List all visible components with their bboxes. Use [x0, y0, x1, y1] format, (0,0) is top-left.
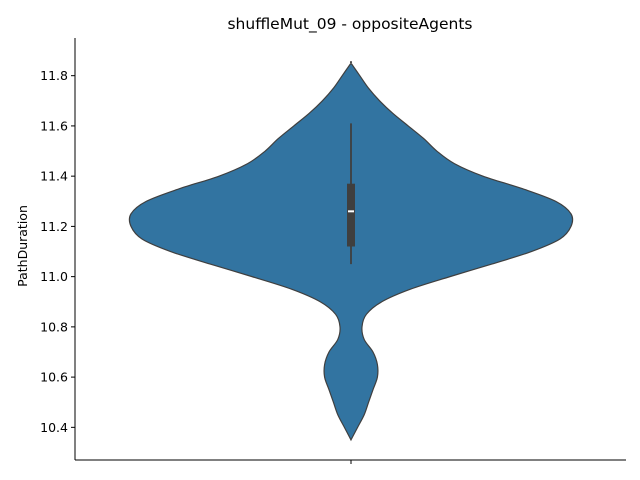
y-tick-label: 11.2 [40, 219, 68, 234]
chart-title: shuffleMut_09 - oppositeAgents [227, 15, 472, 34]
y-axis-label: PathDuration [15, 205, 30, 287]
iqr-box [347, 183, 355, 247]
y-axis: 10.4 10.6 10.8 11.0 11.2 11.4 11.6 11.8 [40, 38, 76, 460]
y-tick-label: 10.4 [40, 420, 68, 435]
y-tick-label: 11.4 [40, 169, 68, 184]
y-tick-label: 11.8 [40, 68, 68, 83]
plot-area [128, 60, 574, 442]
y-tick-label: 11.6 [40, 118, 68, 133]
y-tick-label: 11.0 [40, 269, 68, 284]
y-tick-label: 10.6 [40, 370, 68, 385]
y-tick-label: 10.8 [40, 319, 68, 334]
x-axis [75, 459, 626, 464]
